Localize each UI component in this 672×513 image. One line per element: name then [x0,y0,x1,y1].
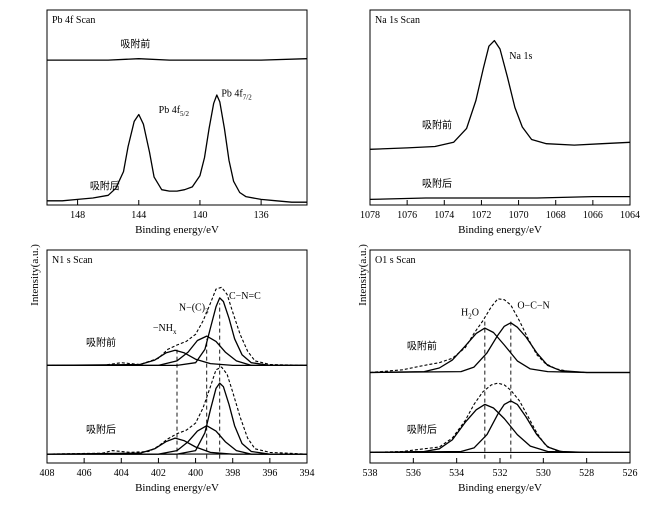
chart-1-panel: 148 144 140 136 Pb 4f Scan Binding energy/eV 吸… [46,9,308,236]
chart-4-peak-annotation: H2O [461,308,479,321]
chart-3-x-axis-label: Binding energy/eV [135,482,219,494]
chart-2-series-line [369,195,630,201]
chart-4-series-line [369,322,630,374]
chart-4-curve-label: 吸附后 [407,423,437,436]
chart-1-x-axis-label: Binding energy/eV [135,224,219,236]
chart-1-peak-annotation: Pb 4f7/2 [221,88,252,101]
chart-4-xtick-label: 534 [449,468,464,479]
chart-1-plot-frame [46,9,308,206]
chart-3-annotation-text: C−N=C [229,291,261,302]
chart-1-annotation-text: Pb 4f [159,105,181,116]
chart-3-annotation-subscript: 3 [205,307,209,315]
chart-2-xtick-label: 1074 [434,210,454,221]
chart-4-xtick-label: 526 [623,468,638,479]
chart-2-title: Na 1s Scan [375,15,420,26]
chart-2-curve-label: 吸附后 [422,177,452,190]
chart-1-peak-annotation: Pb 4f5/2 [159,105,190,118]
chart-2-panel: 1078 1076 1074 1072 1070 1068 1066 1064 Na 1s Sc… [360,9,640,236]
chart-3-peak-annotation: C−N=C [229,291,261,302]
chart-4-series-line [369,382,630,453]
chart-3-peak-annotation: N−(C)3 [179,302,209,315]
chart-3-curve-label: 吸附前 [86,336,116,349]
chart-1-series-line [47,94,307,203]
chart-4-xtick-label: 538 [363,468,378,479]
chart-4-x-axis-label: Binding energy/eV [458,482,542,494]
chart-1-title: Pb 4f Scan [52,15,95,26]
chart-1-series-line [47,58,308,61]
chart-2-x-axis-label: Binding energy/eV [458,224,542,236]
chart-2-xtick-label: 1066 [583,210,603,221]
chart-4-panel: 538 536 534 532 530 528 526 O1 s Scan Binding en… [363,249,638,494]
chart-3-xtick-label: 408 [40,468,55,479]
chart-3-series-line [46,349,307,367]
chart-3-series-line [47,335,307,367]
chart-2-plot-frame [369,9,631,206]
chart-3-xtick-label: 406 [77,468,92,479]
chart-1-curve-label: 吸附前 [120,38,150,51]
chart-2-annotation-text: Na 1s [509,51,532,62]
chart-3-xtick-label: 396 [262,468,277,479]
chart-1-xtick-label: 140 [192,210,207,221]
chart-2-curve-label: 吸附前 [422,118,452,131]
chart-3-xtick-label: 400 [188,468,203,479]
chart-2-xtick-label: 1072 [471,210,491,221]
chart-3-annotation-subscript: x [173,328,177,336]
chart-3-plot-frame [46,249,308,464]
chart-3-annotation-text: N−(C) [179,302,205,313]
chart-3-title: N1 s Scan [52,255,93,266]
chart-4-xtick-label: 528 [579,468,594,479]
chart-1-annotation-text: Pb 4f [221,88,243,99]
chart-3-panel: 408 406 404 402 400 398 396 394 N1 s Scan Binding… [40,249,315,494]
y-axis-label-left: Intensity(a.u.) [29,244,41,306]
chart-4-xtick-label: 536 [406,468,421,479]
y-axis-label-right: Intensity(a.u.) [357,244,369,306]
chart-4-peak-annotation: O−C−N [517,301,549,312]
chart-2-xtick-label: 1070 [509,210,529,221]
chart-4-curve-label: 吸附前 [407,339,437,352]
chart-4-title: O1 s Scan [375,255,416,266]
chart-4-xtick-label: 530 [536,468,551,479]
chart-3-series-line [46,366,308,455]
chart-1-annotation-subscript: 5/2 [180,110,189,118]
chart-3-series-line [47,297,307,367]
chart-4-series-line [369,298,630,374]
chart-2-xtick-label: 1068 [546,210,566,221]
chart-3-annotation-text: −NH [153,323,173,334]
chart-3-series-line [47,286,308,366]
chart-3-peak-annotation: −NHx [153,323,177,336]
chart-4-annotation-tail: O [472,308,479,319]
chart-3-series-line [47,425,307,455]
chart-1-xtick-label: 144 [131,210,146,221]
chart-2-xtick-label: 1076 [397,210,417,221]
chart-4-annotation-text: O−C−N [517,301,549,312]
chart-2-xtick-label: 1078 [360,210,380,221]
chart-2-peak-annotation: Na 1s [509,51,532,62]
chart-1-curve-label: 吸附后 [90,180,120,193]
chart-3-xtick-label: 402 [151,468,166,479]
chart-3-series-line [46,437,307,455]
chart-4-series-line [369,403,630,454]
chart-1-annotation-subscript: 7/2 [243,93,252,101]
chart-2-series-line [369,39,631,150]
chart-3-xtick-label: 404 [114,468,129,479]
chart-3-curve-label: 吸附后 [86,423,116,436]
chart-1-xtick-label: 136 [254,210,269,221]
chart-1-xtick-label: 148 [70,210,85,221]
chart-3-xtick-label: 394 [300,468,315,479]
chart-4-series-line [369,327,630,374]
chart-4-annotation-subscript: 2 [468,313,472,321]
chart-4-series-line [369,400,630,454]
chart-4-annotation-text: H [461,308,468,319]
chart-3-xtick-label: 398 [225,468,240,479]
chart-2-xtick-label: 1064 [620,210,640,221]
chart-4-xtick-label: 532 [493,468,508,479]
